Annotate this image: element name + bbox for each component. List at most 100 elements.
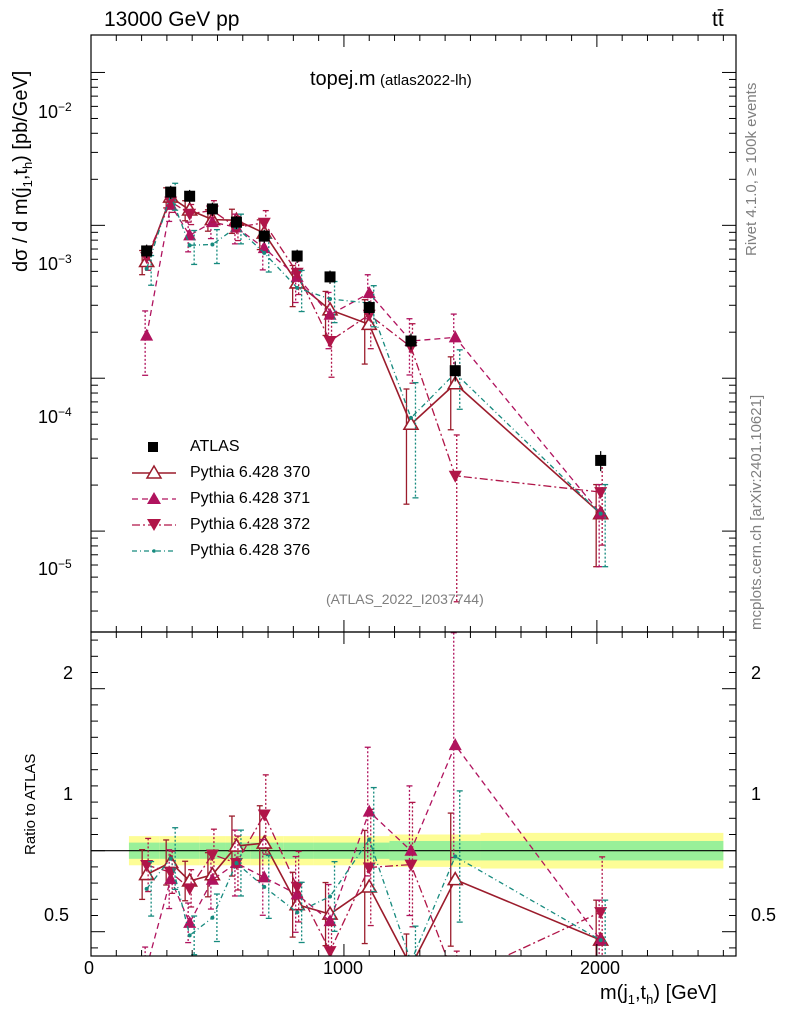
ratio-point-p370 [228,837,245,852]
analysis-watermark: (ATLAS_2022_I2037744) [326,591,484,607]
xlabel: m(j1,th) [GeV] [600,982,717,1007]
y-tick-label: 10−5 [38,557,72,579]
y-tick-label: 10−4 [38,405,72,427]
main-ylabel: dσ / d m(j1,th) [pb/GeV] [10,70,35,272]
series-point-p376 [328,296,333,301]
analysis-tag: (atlas2022-lh) [380,72,472,89]
data-point [449,365,461,377]
ratio-point-p372 [449,974,462,986]
ratio-point-p370 [138,865,156,881]
series-line-p376 [146,193,602,515]
ratio-point-p376 [409,960,413,964]
ratio-point-p376 [144,886,149,891]
plot-title-group: topej.m (atlas2022-lh) [310,68,472,91]
x-tick-label: 0 [84,958,95,978]
ratio-point-p372 [323,946,337,956]
series-point-p376 [187,243,192,248]
legend-entry-atlas: ATLAS [130,434,240,460]
ratio-plot-area [91,632,736,986]
ratio-point-p370 [255,834,273,849]
series-point-p371 [140,328,154,341]
ratio-point-p372 [404,859,418,872]
data-point [206,203,218,215]
ratio-point-p371 [323,914,337,927]
series-point-p371 [323,307,337,320]
series-point-p372 [183,208,197,221]
ratio-point-p371 [140,960,153,972]
data-point [595,454,607,466]
ratio-point-p376 [234,861,239,866]
series-point-p370 [446,375,464,390]
data-point [405,335,417,347]
ratio-point-p371 [205,872,219,885]
ratio-point-p372 [594,907,608,920]
ratio-point-p372 [205,849,219,862]
process-label: tt̄ [712,8,724,31]
ratio-point-p376 [453,854,458,859]
legend-marker-square-icon [148,442,158,452]
ratio-point-p370 [288,896,306,911]
legend-marker-dot-icon [132,549,176,553]
legend-marker-triangle-icon [132,492,176,504]
ratio-point-p376 [210,915,215,920]
rivet-label: Rivet 4.1.0, ≥ 100k events [743,82,760,256]
series-point-p376 [295,285,300,290]
ratio-tick-label-right: 1 [751,784,762,804]
series-point-p370 [402,415,420,431]
series-point-p376 [262,250,267,255]
ratio-point-p371 [257,870,271,883]
legend-marker-open-triangle-icon [132,464,176,479]
series-point-p376 [210,242,215,247]
data-point [258,230,270,242]
ratio-point-p372 [183,883,197,896]
ratio-point-p372 [140,859,154,872]
series-point-p371 [448,330,462,343]
y-tick-label: 10−2 [38,100,72,122]
ratio-line-p376 [146,838,602,956]
series-point-p372 [323,336,337,349]
ratio-point-p376 [598,938,603,943]
data-point [230,216,242,228]
ratio-frame [90,631,737,957]
y-tick-label: 10−3 [38,252,72,274]
main-plot-area [138,182,610,603]
data-point [363,302,375,314]
ratio-point-p370 [404,959,418,971]
ratio-line-p371 [149,743,602,956]
ratio-tick-label: 0.5 [44,905,70,925]
energy-label: 13000 GeV pp [104,8,240,31]
ratio-point-p376 [328,894,333,899]
x-tick-label: 2000 [580,958,621,978]
legend-entry-376: Pythia 6.428 376 [130,538,310,564]
mcplots-label: mcplots.cern.ch [arXiv:2401.10621] [748,394,765,630]
ratio-point-p376 [187,933,192,938]
ratio-point-p376 [262,884,267,889]
ratio-ylabel: Ratio to ATLAS [22,753,39,855]
series-point-p376 [144,266,149,271]
series-point-p376 [408,415,413,420]
data-point [291,250,303,262]
series-line-p372 [146,200,601,493]
ratio-point-p372 [362,862,376,875]
ratio-tick-label-right: 2 [751,663,762,683]
data-point [141,245,153,257]
ratio-point-p371 [362,804,376,817]
x-tick-label: 1000 [323,958,364,978]
ratio-point-p370 [446,871,464,886]
ratio-point-p376 [367,837,372,842]
series-line-p371 [146,203,602,515]
ratio-tick-label-right: 0.5 [751,905,777,925]
ratio-tick-label: 1 [63,784,74,804]
ratio-point-p371 [448,738,462,751]
plot-title: topej.m [310,68,376,90]
ratio-line-p372 [146,813,601,956]
ratio-point-p370 [360,878,378,893]
legend-entry-370: Pythia 6.428 370 [130,460,310,486]
ratio-point-p371 [183,915,197,928]
ratio-point-p376 [295,910,300,915]
legend-marker-down-triangle-icon [132,519,176,531]
series-point-p372 [164,196,178,209]
series-point-p371 [205,215,219,228]
ratio-point-p376 [168,856,173,861]
